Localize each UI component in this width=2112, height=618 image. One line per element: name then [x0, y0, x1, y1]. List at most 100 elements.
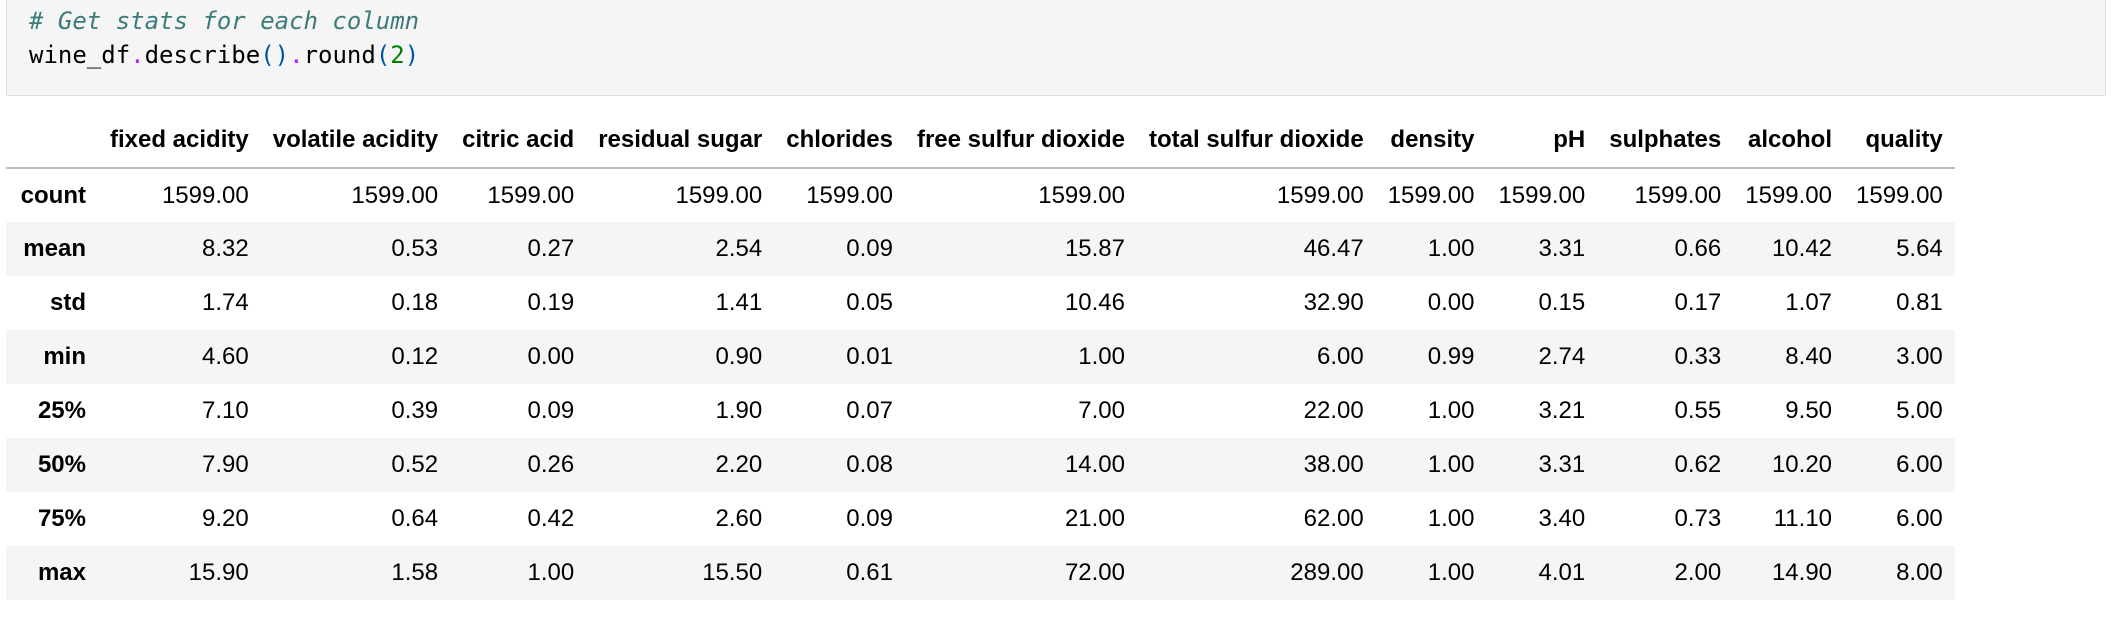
table-cell: 0.61: [846, 559, 893, 586]
table-cell: 14.90: [1771, 559, 1833, 586]
table-cell: 1.00: [1427, 559, 1475, 586]
table-cell: 0.00: [1427, 289, 1475, 316]
table-row: count 1599.00 1599.00 1599.00 1599.00 1599.00…: [6, 168, 1955, 222]
code-dot: .: [289, 41, 304, 69]
table-cell: 2.54: [715, 235, 763, 262]
table-row: std 1.74 0.18 0.19 1.41 0.05 10.46 32.90 0.00 0.1…: [6, 276, 1955, 330]
code-parens: (): [260, 41, 290, 69]
row-label: mean: [23, 235, 86, 262]
code-open-paren: (: [375, 41, 391, 69]
table-cell: 2.74: [1538, 343, 1586, 370]
column-header: sulphates: [1597, 112, 1734, 169]
table-cell: 62.00: [1303, 505, 1364, 532]
table-cell: 0.99: [1427, 343, 1475, 370]
table-cell: 0.17: [1674, 289, 1722, 316]
table-cell: 10.46: [1064, 289, 1125, 316]
column-header: alcohol: [1733, 112, 1845, 169]
table-row: mean 8.32 0.53 0.27 2.54 0.09 15.87 46.47 1.00 3.…: [6, 222, 1955, 276]
table-cell: 0.26: [527, 451, 575, 478]
index-header: [6, 112, 98, 169]
column-header: citric acid: [450, 112, 587, 169]
table-cell: 1599.00: [1498, 181, 1586, 209]
table-cell: 3.21: [1538, 397, 1586, 424]
table-cell: 0.62: [1674, 451, 1722, 478]
column-header: total sulfur dioxide: [1137, 112, 1376, 169]
column-header: free sulfur dioxide: [904, 112, 1137, 169]
table-cell: 8.32: [202, 235, 249, 262]
table-cell: 1.00: [1427, 235, 1475, 262]
table-cell: 46.47: [1303, 235, 1364, 262]
table-cell: 0.81: [1896, 289, 1943, 316]
cell-output: fixed acidity volatile acidity citric acid…: [6, 112, 1955, 600]
table-cell: 22.00: [1303, 397, 1364, 424]
code-comment: # Get stats for each column: [29, 7, 420, 35]
table-cell: 6.00: [1896, 451, 1943, 478]
row-label: 25%: [37, 397, 86, 424]
table-row: max 15.90 1.58 1.00 15.50 0.61 72.00 289.00 1.00…: [6, 546, 1955, 600]
table-cell: 0.19: [527, 289, 575, 316]
code-number-arg: 2: [390, 41, 405, 69]
table-cell: 1599.00: [675, 181, 763, 209]
code-cell[interactable]: # Get stats for each column wine_df.desc…: [6, 0, 2106, 96]
table-cell: 7.00: [1078, 397, 1125, 424]
table-cell: 0.55: [1674, 397, 1722, 424]
column-header: fixed acidity: [98, 112, 261, 169]
table-cell: 7.10: [202, 397, 249, 424]
row-label: count: [20, 181, 86, 209]
table-cell: 5.64: [1896, 235, 1943, 262]
table-cell: 10.42: [1771, 235, 1833, 262]
table-cell: 9.50: [1785, 397, 1833, 424]
table-cell: 1599.00: [1856, 181, 1943, 209]
table-cell: 10.20: [1771, 451, 1833, 478]
table-cell: 38.00: [1303, 451, 1364, 478]
table-cell: 1.90: [715, 397, 763, 424]
row-label: std: [50, 289, 86, 316]
column-header: quality: [1844, 112, 1955, 169]
table-cell: 1.00: [527, 559, 575, 586]
row-label: min: [43, 343, 86, 370]
table-cell: 0.01: [846, 343, 893, 370]
table-cell: 0.42: [527, 505, 575, 532]
table-cell: 15.87: [1064, 235, 1125, 262]
column-header: volatile acidity: [260, 112, 451, 169]
table-cell: 3.31: [1538, 451, 1586, 478]
table-row: min 4.60 0.12 0.00 0.90 0.01 1.00 6.00 0.99 2.74 0…: [6, 330, 1955, 384]
column-header: residual sugar: [586, 112, 775, 169]
table-cell: 72.00: [1064, 559, 1125, 586]
table-cell: 0.09: [846, 505, 893, 532]
row-label: max: [37, 559, 86, 586]
table-cell: 32.90: [1303, 289, 1364, 316]
table-cell: 0.52: [391, 451, 439, 478]
code-variable: wine_df: [29, 41, 131, 69]
column-header: density: [1375, 112, 1487, 169]
code-close-paren: ): [404, 41, 420, 69]
table-cell: 3.31: [1538, 235, 1586, 262]
table-cell: 0.39: [391, 397, 439, 424]
table-cell: 1599.00: [806, 181, 893, 209]
table-cell: 1.00: [1427, 505, 1475, 532]
row-label: 50%: [37, 451, 86, 478]
table-cell: 8.00: [1896, 559, 1943, 586]
table-cell: 15.50: [702, 559, 763, 586]
table-cell: 0.05: [846, 289, 893, 316]
table-cell: 1.00: [1078, 343, 1125, 370]
table-cell: 1.00: [1427, 397, 1475, 424]
table-cell: 4.60: [202, 343, 249, 370]
table-cell: 1599.00: [487, 181, 575, 209]
table-cell: 0.18: [391, 289, 439, 316]
table-cell: 0.53: [391, 235, 439, 262]
table-cell: 1599.00: [351, 181, 439, 209]
table-cell: 7.90: [202, 451, 249, 478]
table-cell: 0.15: [1538, 289, 1586, 316]
table-cell: 0.00: [527, 343, 575, 370]
table-row: 25% 7.10 0.39 0.09 1.90 0.07 7.00 22.00 1.00 3.21…: [6, 384, 1955, 438]
table-cell: 0.66: [1674, 235, 1722, 262]
dataframe-table: fixed acidity volatile acidity citric acid…: [6, 112, 1955, 600]
table-cell: 3.00: [1896, 343, 1943, 370]
table-cell: 1599.00: [1634, 181, 1722, 209]
table-cell: 0.09: [846, 235, 893, 262]
table-cell: 5.00: [1896, 397, 1943, 424]
table-cell: 1599.00: [1038, 181, 1125, 209]
table-cell: 14.00: [1064, 451, 1125, 478]
table-cell: 0.08: [846, 451, 893, 478]
